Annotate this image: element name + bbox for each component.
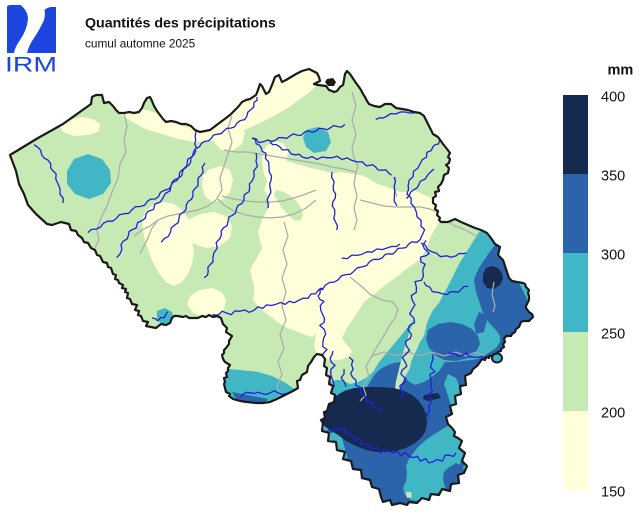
svg-text:IRM: IRM: [5, 54, 57, 77]
svg-text:Quantités des précipitations: Quantités des précipitations: [85, 15, 276, 31]
svg-text:300: 300: [601, 248, 625, 264]
svg-text:400: 400: [601, 90, 625, 106]
svg-text:250: 250: [601, 327, 625, 343]
svg-text:mm: mm: [608, 63, 634, 79]
svg-text:200: 200: [601, 406, 625, 422]
svg-text:cumul automne 2025: cumul automne 2025: [85, 37, 196, 51]
svg-text:150: 150: [601, 485, 625, 501]
svg-text:350: 350: [601, 169, 625, 185]
